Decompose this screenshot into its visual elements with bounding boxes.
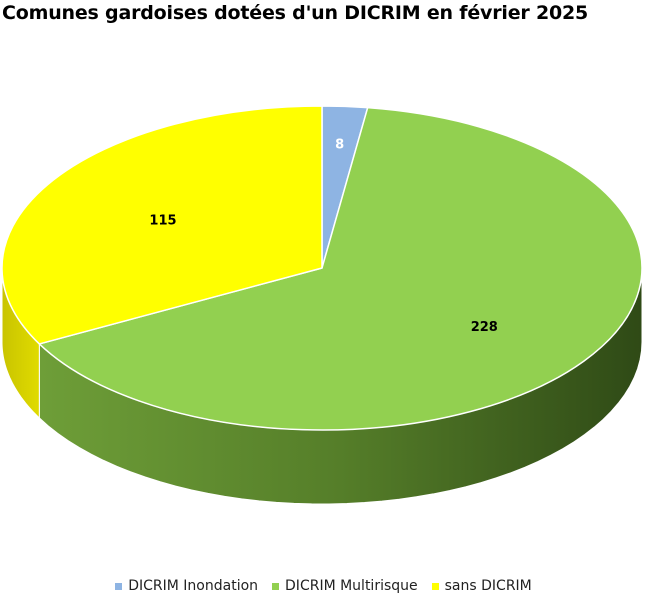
legend-label-inondation: DICRIM Inondation	[128, 578, 259, 594]
chart-title: Comunes gardoises dotées d'un DICRIM en …	[2, 2, 589, 24]
legend-item-inondation: DICRIM Inondation	[115, 578, 258, 594]
pie-slice-sans	[1, 105, 323, 345]
legend-item-sans: sans DICRIM	[431, 578, 532, 594]
data-label-multirisque: 228	[471, 320, 498, 335]
legend-swatch-inondation	[115, 582, 123, 590]
data-label-inondation: 8	[335, 138, 344, 153]
legend: DICRIM Inondation DICRIM Multirisque san…	[0, 578, 647, 594]
data-label-sans: 115	[149, 214, 176, 229]
pie-slice-multirisque	[38, 106, 643, 431]
legend-swatch-sans	[431, 582, 439, 590]
legend-label-sans: sans DICRIM	[444, 578, 532, 594]
legend-label-multirisque: DICRIM Multirisque	[285, 578, 418, 594]
legend-swatch-multirisque	[272, 582, 280, 590]
legend-item-multirisque: DICRIM Multirisque	[272, 578, 418, 594]
